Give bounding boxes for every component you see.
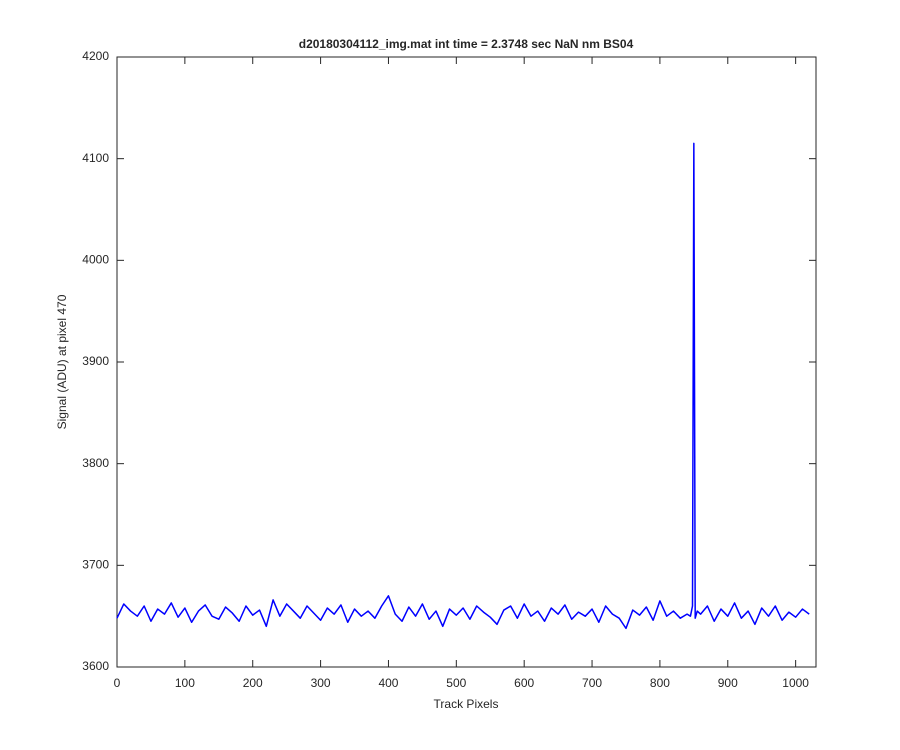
x-tick-label: 0 [114, 676, 121, 690]
x-tick-label: 500 [446, 676, 466, 690]
x-tick-label: 900 [718, 676, 738, 690]
chart-title: d20180304112_img.mat int time = 2.3748 s… [299, 37, 634, 51]
y-axis-label: Signal (ADU) at pixel 470 [55, 294, 69, 429]
data-line [116, 142, 810, 630]
x-tick-label: 600 [514, 676, 534, 690]
x-tick-label: 400 [378, 676, 398, 690]
y-tick-label: 3900 [82, 354, 109, 368]
x-axis-label: Track Pixels [434, 697, 499, 711]
x-tick-label: 700 [582, 676, 602, 690]
y-tick-label: 4200 [82, 49, 109, 63]
x-tick-label: 200 [243, 676, 263, 690]
x-tick-label: 800 [650, 676, 670, 690]
x-tick-label: 1000 [782, 676, 809, 690]
x-tick-label: 300 [311, 676, 331, 690]
y-tick-label: 4000 [82, 253, 109, 267]
x-tick-label: 100 [175, 676, 195, 690]
y-tick-label: 3600 [82, 659, 109, 673]
y-tick-label: 3700 [82, 558, 109, 572]
y-tick-label: 4100 [82, 151, 109, 165]
y-tick-label: 3800 [82, 456, 109, 470]
